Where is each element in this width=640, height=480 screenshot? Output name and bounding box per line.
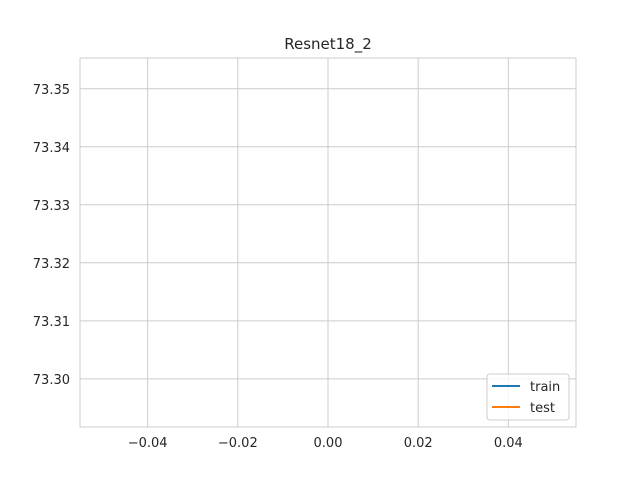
y-tick-label: 73.35: [33, 83, 70, 98]
legend: train test: [486, 373, 570, 421]
grid-lines: [80, 58, 576, 427]
y-tick-label: 73.32: [33, 257, 70, 272]
tick-labels: −0.04 −0.02 0.00 0.02 0.04 73.30 73.31 73.32 73.…: [33, 83, 523, 451]
plot-area: [79, 57, 577, 428]
x-tick-label: −0.04: [128, 436, 168, 451]
chart-title: Resnet18_2: [284, 35, 372, 54]
legend-label-train: train: [530, 380, 560, 395]
legend-label-test: test: [530, 401, 555, 416]
x-tick-label: 0.02: [404, 436, 433, 451]
x-tick-label: 0.00: [314, 436, 343, 451]
x-tick-label: −0.02: [218, 436, 258, 451]
y-tick-label: 73.34: [33, 141, 70, 156]
y-tick-label: 73.33: [33, 199, 70, 214]
x-tick-label: 0.04: [494, 436, 523, 451]
y-tick-label: 73.31: [33, 315, 70, 330]
y-tick-label: 73.30: [33, 373, 70, 388]
